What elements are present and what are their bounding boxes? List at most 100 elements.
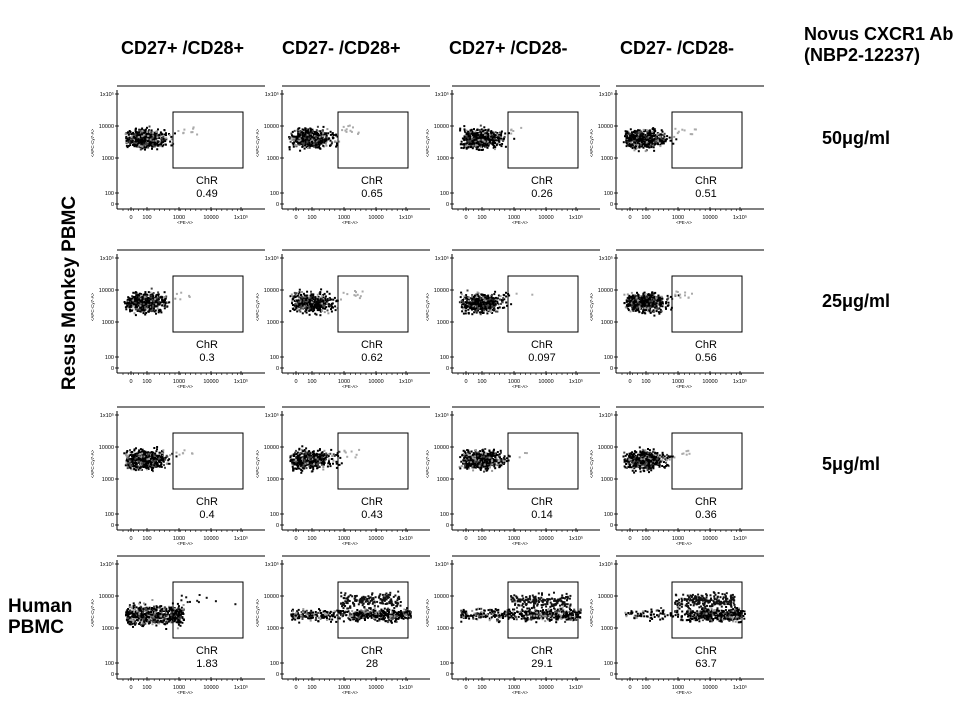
- event-dot: [657, 132, 660, 135]
- x-axis-label: <PE-A>: [177, 220, 193, 225]
- event-dot: [326, 290, 329, 293]
- event-dot: [463, 135, 466, 138]
- gated-event-dot: [674, 293, 677, 296]
- gated-event-dot: [349, 129, 352, 132]
- event-dot: [150, 466, 153, 469]
- event-dot: [157, 291, 160, 294]
- event-dot: [314, 299, 317, 302]
- event-dot: [304, 297, 307, 300]
- event-dot: [131, 300, 134, 303]
- y-tick-label: 100: [604, 191, 613, 197]
- event-dot: [640, 141, 643, 144]
- event-dot: [320, 137, 323, 140]
- event-dot: [486, 135, 489, 138]
- event-dot: [125, 144, 128, 147]
- event-dot: [641, 305, 644, 308]
- event-dot: [330, 302, 333, 305]
- x-tick-label: 10000: [702, 379, 717, 385]
- y-tick-label: 100: [440, 355, 449, 361]
- event-dot: [302, 297, 304, 300]
- event-dot: [126, 467, 129, 470]
- event-dot: [294, 303, 297, 306]
- event-dot: [291, 138, 294, 141]
- event-dot: [304, 138, 307, 141]
- event-dot: [292, 145, 295, 148]
- event-dot: [136, 141, 139, 144]
- event-dot: [149, 134, 152, 137]
- event-dot: [148, 144, 151, 147]
- gated-event-dot: [510, 128, 513, 131]
- event-dot: [146, 138, 149, 141]
- event-dot: [465, 142, 468, 145]
- event-dot: [656, 303, 659, 306]
- event-dot: [129, 460, 132, 463]
- event-dot: [463, 143, 466, 146]
- event-dot: [322, 296, 325, 299]
- event-dot: [161, 450, 163, 453]
- gated-event-dot: [357, 131, 360, 134]
- event-dot: [501, 301, 504, 304]
- event-dot: [483, 134, 486, 136]
- event-dot: [474, 296, 477, 299]
- column-header-cd27pos-cd28pos: CD27+ /CD28+: [121, 38, 245, 58]
- gated-event-dot: [679, 293, 682, 296]
- gated-event-dot: [340, 298, 342, 301]
- event-dot: [322, 131, 325, 134]
- event-dot: [330, 310, 333, 313]
- gate-value: 0.51: [695, 188, 716, 200]
- event-dot: [324, 306, 327, 308]
- event-dot: [644, 150, 647, 153]
- event-dot: [148, 133, 151, 136]
- event-dot: [637, 303, 640, 306]
- event-dot: [130, 141, 133, 144]
- event-dot: [300, 301, 303, 304]
- x-tick-label: 1000: [173, 215, 185, 221]
- event-dot: [152, 466, 155, 469]
- event-dot: [636, 306, 639, 309]
- event-dot: [472, 144, 475, 147]
- event-dot: [638, 142, 641, 145]
- event-dot: [293, 291, 296, 294]
- event-dot: [484, 299, 487, 302]
- event-dot: [492, 297, 495, 300]
- event-dot: [126, 450, 129, 452]
- event-dot: [626, 293, 629, 296]
- event-dot: [313, 132, 316, 135]
- event-dot: [641, 301, 644, 304]
- event-dot: [131, 302, 134, 305]
- event-dot: [165, 134, 167, 137]
- event-dot: [635, 130, 638, 133]
- event-dot: [663, 135, 666, 138]
- event-dot: [632, 137, 635, 139]
- event-dot: [301, 128, 304, 131]
- event-dot: [650, 141, 653, 144]
- concentration-label-row-2: 25μg/ml: [822, 291, 891, 311]
- event-dot: [629, 300, 632, 303]
- event-dot: [643, 309, 646, 312]
- event-dot: [154, 298, 157, 301]
- event-dot: [303, 295, 306, 298]
- event-dot: [661, 297, 664, 300]
- event-dot: [491, 301, 494, 304]
- event-dot: [462, 307, 465, 310]
- event-dot: [626, 132, 629, 134]
- gated-event-dot: [676, 132, 679, 135]
- event-dot: [308, 307, 311, 310]
- event-dot: [479, 140, 482, 143]
- gated-event-dot: [344, 129, 347, 132]
- gated-event-dot: [357, 132, 359, 135]
- event-dot: [299, 306, 302, 308]
- event-dot: [646, 132, 649, 135]
- event-dot: [137, 301, 140, 304]
- event-dot: [465, 296, 468, 299]
- event-dot: [489, 140, 492, 143]
- event-dot: [326, 128, 329, 131]
- event-dot: [289, 136, 292, 139]
- event-dot: [627, 305, 630, 307]
- event-dot: [643, 130, 646, 133]
- y-tick-label: 10000: [434, 124, 449, 130]
- event-dot: [633, 129, 636, 132]
- event-dot: [312, 307, 315, 310]
- event-dot: [495, 310, 497, 313]
- event-dot: [301, 291, 303, 293]
